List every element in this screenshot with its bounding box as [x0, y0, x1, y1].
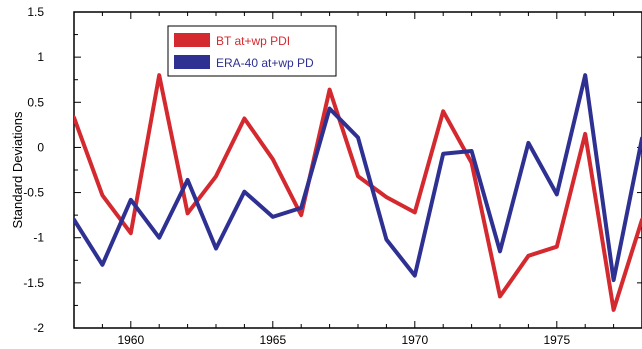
x-tick-label: 1970 [401, 333, 428, 347]
x-axis: 1960 1965 1970 1975 [73, 12, 642, 347]
legend-label-0: BT at+wp PDI [216, 34, 290, 48]
y-tick-label: -0.5 [23, 186, 44, 200]
y-tick-label: -2 [33, 321, 44, 335]
legend-swatch-0 [174, 33, 210, 47]
x-tick-label: 1975 [543, 333, 570, 347]
y-axis: -2 -1.5 -1 -0.5 0 0.5 1 1.5 [23, 5, 642, 335]
y-tick-label: 0.5 [27, 95, 44, 109]
legend-swatch-1 [174, 55, 210, 69]
x-tick-label: 1965 [259, 333, 286, 347]
y-tick-label: 1 [37, 50, 44, 64]
y-tick-label: 0 [37, 140, 44, 154]
y-tick-label: 1.5 [27, 5, 44, 19]
y-tick-label: -1.5 [23, 276, 44, 290]
y-tick-label: -1 [33, 231, 44, 245]
y-axis-label: Standard Deviations [10, 111, 25, 229]
legend: BT at+wp PDI ERA-40 at+wp PD [167, 25, 337, 77]
legend-label-1: ERA-40 at+wp PD [216, 56, 314, 70]
x-tick-label: 1960 [117, 333, 144, 347]
series-layer [74, 73, 642, 312]
